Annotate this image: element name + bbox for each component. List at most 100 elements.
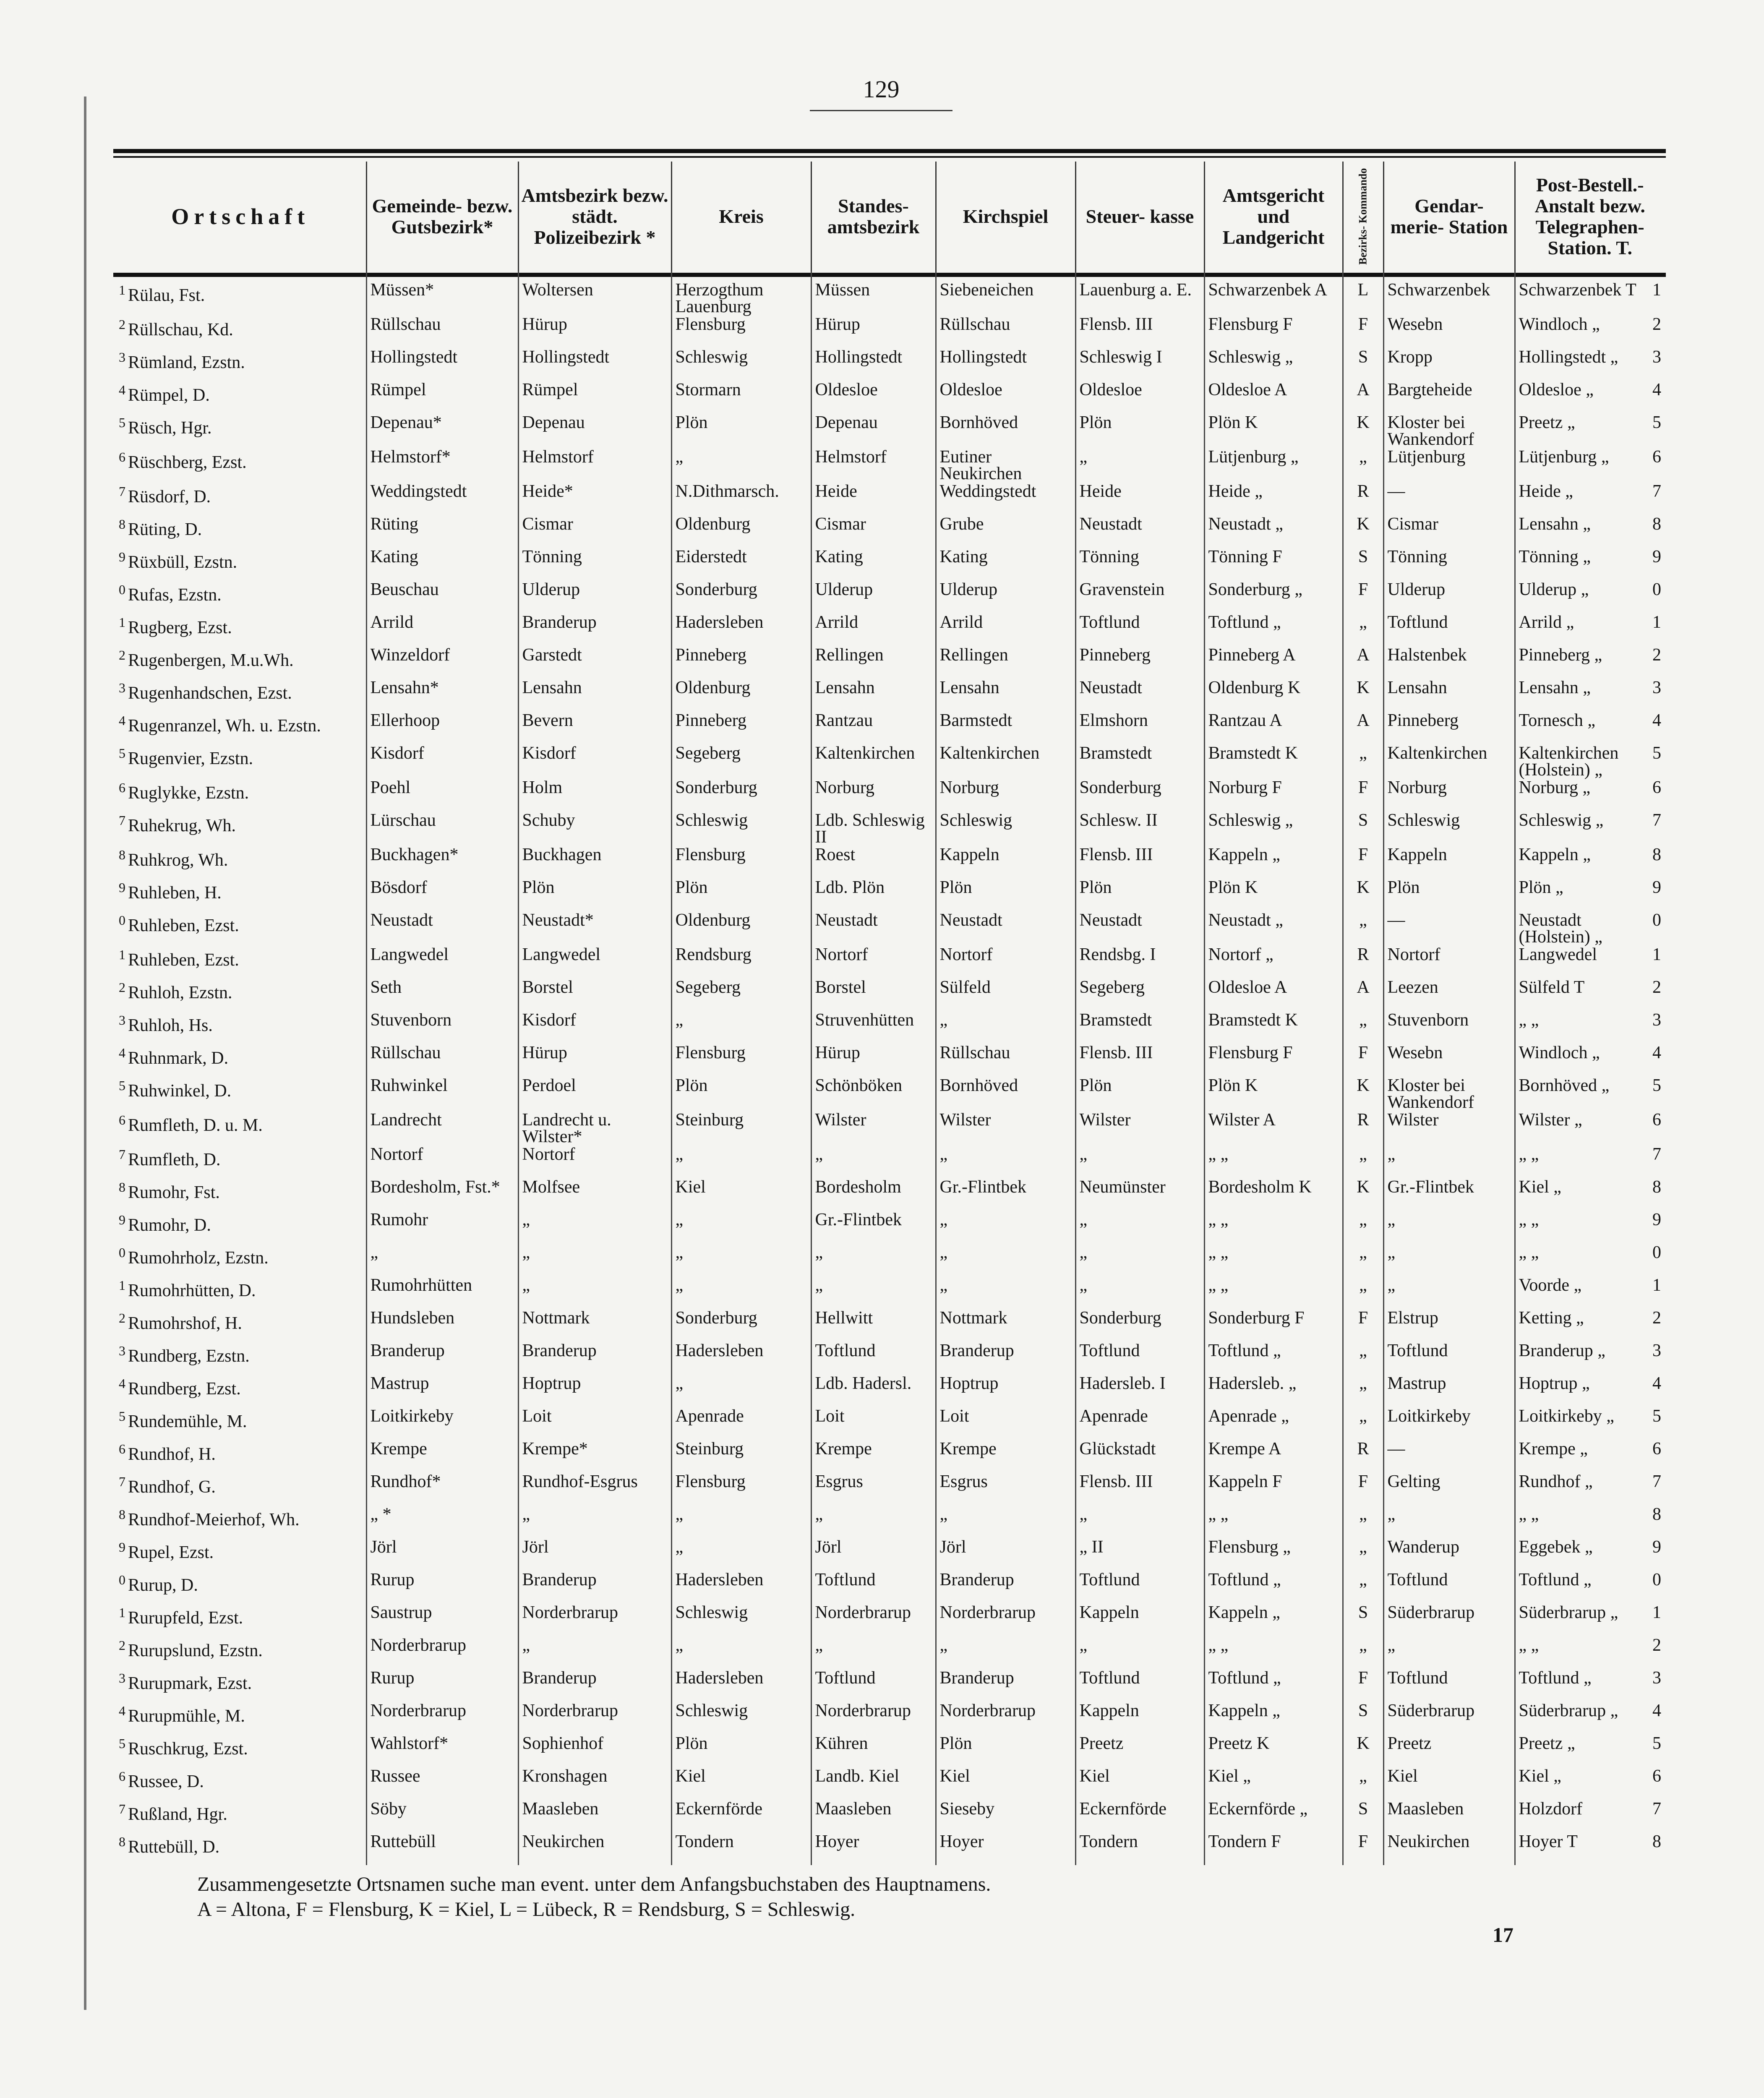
post-value: Süderbrarup „ xyxy=(1519,1701,1618,1720)
gemeinde-value: Nortorf xyxy=(370,1145,423,1164)
standesamt-value: Kating xyxy=(815,547,863,566)
table-row: 5 Ruhwinkel, D. Ruhwinkel Perdoel Plön Schönb… xyxy=(115,1076,1665,1111)
cell-kreis: Flensburg xyxy=(671,1472,811,1505)
cell-gemeinde: Rumohr xyxy=(365,1211,518,1243)
cell-gemeinde: Rurup xyxy=(365,1669,518,1701)
cell-gendarmerie: Kloster bei Wankendorf xyxy=(1383,1076,1515,1111)
cell-amtsbezirk: Heide* xyxy=(517,482,671,515)
cell-steuerkasse: Tondern xyxy=(1075,1832,1204,1865)
place-name: Ruhnmark, D. xyxy=(128,1049,229,1068)
amtsgericht-value: „ „ xyxy=(1208,1636,1229,1655)
gendarmerie-value: — xyxy=(1387,1439,1405,1459)
cell-gemeinde: Norderbrarup xyxy=(365,1636,518,1669)
cell-steuerkasse: Heide xyxy=(1075,482,1204,515)
standesamt-value: Müssen xyxy=(815,280,870,300)
kirchspiel-value: „ xyxy=(939,1145,948,1164)
amtsbezirk-value: Rümpel xyxy=(522,380,578,399)
row-number-right: 0 xyxy=(1652,580,1661,599)
cell-post: 3 Toftlund „ xyxy=(1514,1669,1665,1701)
row-number: 6 xyxy=(119,780,125,795)
gendarmerie-value: Mastrup xyxy=(1387,1374,1446,1393)
amtsgericht-value: Oldesloe A xyxy=(1208,380,1287,399)
cell-steuerkasse: Neumünster xyxy=(1075,1178,1204,1211)
row-number-right: 8 xyxy=(1652,1177,1661,1197)
amtsgericht-value: Norburg F xyxy=(1208,778,1282,797)
steuerkasse-value: Plön xyxy=(1079,1076,1112,1095)
amtsbezirk-value: Garstedt xyxy=(522,645,582,665)
cell-ortschaft: 4 Rugenranzel, Wh. u. Ezstn. xyxy=(115,711,366,744)
header-kreis: Kreis xyxy=(671,162,811,271)
bezirkskommando-value: F xyxy=(1358,1043,1368,1062)
amtsgericht-value: Schleswig „ xyxy=(1208,811,1293,830)
standesamt-value: „ xyxy=(815,1145,823,1164)
gendarmerie-value: Kiel xyxy=(1387,1767,1418,1786)
standesamt-value: Wilster xyxy=(815,1110,866,1130)
standesamt-value: Ldb. Hadersl. xyxy=(815,1374,912,1393)
standesamt-value: Neustadt xyxy=(815,911,878,930)
kreis-value: Segeberg xyxy=(675,978,741,997)
cell-gemeinde: Beuschau xyxy=(365,580,518,613)
cell-kreis: „ xyxy=(671,1145,811,1178)
amtsbezirk-value: Ulderup xyxy=(522,580,580,599)
cell-bezirkskommando: A xyxy=(1342,978,1383,1011)
amtsbezirk-value: Neukirchen xyxy=(522,1832,605,1851)
cell-amtsbezirk: „ xyxy=(517,1505,671,1538)
gemeinde-value: Norderbrarup xyxy=(370,1701,467,1720)
cell-bezirkskommando: „ xyxy=(1342,1276,1383,1309)
cell-bezirkskommando: A xyxy=(1342,646,1383,678)
cell-kreis: Steinburg xyxy=(671,1440,811,1472)
cell-bezirkskommando: F xyxy=(1342,315,1383,348)
row-number-right: 7 xyxy=(1652,811,1661,830)
place-name: Ruschkrug, Ezst. xyxy=(128,1739,248,1759)
kreis-value: Hadersleben xyxy=(675,613,764,632)
cell-gemeinde: Landrecht xyxy=(365,1111,518,1145)
amtsgericht-value: Neustadt „ xyxy=(1208,514,1283,534)
post-value: „ „ xyxy=(1519,1243,1539,1262)
standesamt-value: Cismar xyxy=(815,514,866,534)
cell-kirchspiel: Kaltenkirchen xyxy=(935,744,1075,778)
row-number-right: 9 xyxy=(1652,1537,1661,1557)
cell-amtsgericht: Preetz K xyxy=(1203,1734,1343,1767)
cell-kreis: Hadersleben xyxy=(671,613,811,646)
post-value: Loitkirkeby „ xyxy=(1519,1406,1614,1426)
amtsbezirk-value: Branderup xyxy=(522,613,597,632)
cell-gemeinde: Rüting xyxy=(365,515,518,548)
amtsgericht-value: Oldesloe A xyxy=(1208,978,1287,997)
cell-standesamt: Lensahn xyxy=(810,678,936,711)
post-value: Tönning „ xyxy=(1519,547,1591,566)
cell-kreis: Plön xyxy=(671,1734,811,1767)
row-number-right: 7 xyxy=(1652,1145,1661,1164)
cell-amtsgericht: Tondern F xyxy=(1203,1832,1343,1865)
cell-kreis: „ xyxy=(671,1538,811,1571)
gemeinde-value: Ruhwinkel xyxy=(370,1076,448,1095)
amtsbezirk-value: Hürup xyxy=(522,315,567,334)
cell-amtsgericht: Norburg F xyxy=(1203,778,1343,811)
sheet-number: 17 xyxy=(1493,1923,1513,1947)
steuerkasse-value: „ xyxy=(1079,1276,1088,1295)
cell-kirchspiel: Rüllschau xyxy=(935,315,1075,348)
cell-steuerkasse: Pinneberg xyxy=(1075,646,1204,678)
table-row: 4 Rugenranzel, Wh. u. Ezstn. Ellerhoop Beve… xyxy=(115,711,1665,744)
place-name: Rundemühle, M. xyxy=(128,1412,247,1431)
header-steuerkasse: Steuer- kasse xyxy=(1075,162,1204,271)
gendarmerie-value: Toftlund xyxy=(1387,1668,1448,1688)
steuerkasse-value: „ xyxy=(1079,1145,1088,1164)
cell-gendarmerie: Wanderup xyxy=(1383,1538,1515,1571)
cell-kirchspiel: Hollingstedt xyxy=(935,348,1075,381)
amtsbezirk-value: Hürup xyxy=(522,1043,567,1062)
steuerkasse-value: Toftlund xyxy=(1079,1570,1140,1589)
row-number-right: 8 xyxy=(1652,1832,1661,1851)
steuerkasse-value: Glückstadt xyxy=(1079,1439,1156,1459)
cell-standesamt: Oldesloe xyxy=(810,381,936,413)
post-value: „ „ xyxy=(1519,1210,1539,1229)
cell-amtsbezirk: Helmstorf xyxy=(517,448,671,482)
amtsbezirk-value: Kisdorf xyxy=(522,744,576,763)
steuerkasse-value: „ xyxy=(1079,1210,1088,1229)
kreis-value: Eckernförde xyxy=(675,1799,763,1819)
cell-gemeinde: Rumohrhütten xyxy=(365,1276,518,1309)
cell-amtsbezirk: Cismar xyxy=(517,515,671,548)
cell-gendarmerie: Kropp xyxy=(1383,348,1515,381)
gendarmerie-value: Kappeln xyxy=(1387,845,1447,864)
place-name: Rumohrshof, H. xyxy=(128,1314,242,1333)
cell-gendarmerie: Toftlund xyxy=(1383,613,1515,646)
